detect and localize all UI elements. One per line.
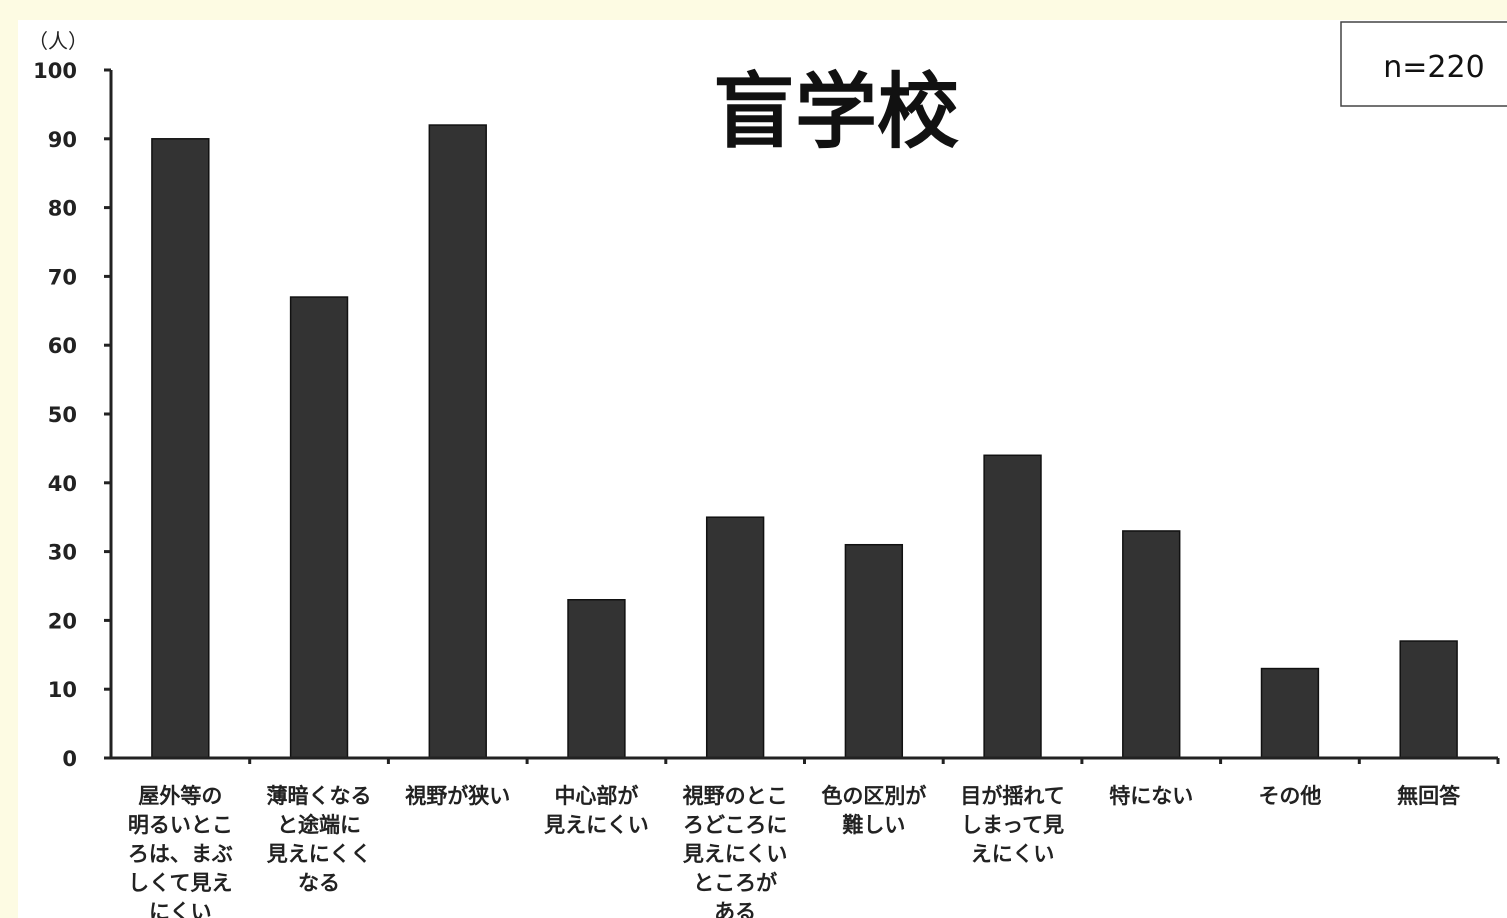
x-category-label-line: 屋外等の — [138, 784, 222, 808]
x-category-label-line: 難しい — [842, 813, 905, 837]
y-axis-unit-label: （人） — [28, 29, 88, 53]
bar — [567, 599, 626, 759]
bar — [1122, 530, 1181, 759]
y-tick-label: 90 — [48, 128, 77, 152]
x-category-label: 色の区別が難しい — [821, 784, 926, 837]
x-category-label-line: えにくい — [971, 842, 1055, 866]
bar — [1399, 640, 1458, 759]
x-category-label: 薄暗くなると途端に見えにくくなる — [267, 784, 372, 895]
x-category-label-line: ろは、まぶ — [128, 842, 233, 866]
x-category-label-line: にくい — [149, 900, 212, 918]
x-category-label-line: 色の区別が — [821, 784, 926, 808]
x-category-label-line: しくて見え — [128, 871, 232, 895]
x-category-label-line: 視野のとこ — [682, 784, 788, 808]
y-axis: 0 10 20 30 40 50 60 70 80 90 100 — [33, 59, 113, 771]
bar — [151, 138, 210, 759]
y-tick-label: 30 — [48, 541, 77, 565]
y-tick-label: 50 — [48, 403, 77, 427]
chart-panel — [18, 20, 1507, 918]
x-category-label-line: ろどころに — [683, 813, 787, 837]
y-tick-label: 10 — [48, 678, 77, 702]
x-category-label-line: 薄暗くなる — [267, 784, 372, 808]
x-category-label-line: 中心部が — [554, 784, 638, 808]
y-tick-label: 20 — [48, 609, 77, 633]
x-category-label-line: 無回答 — [1397, 784, 1461, 808]
bar — [844, 543, 904, 759]
x-category-label-line: 見えにくい — [544, 813, 649, 837]
x-category-label: その他 — [1258, 784, 1321, 808]
x-category-label: 屋外等の明るいところは、まぶしくて見えにくい — [128, 784, 233, 918]
y-tick-label: 100 — [33, 59, 77, 83]
y-tick-label: 70 — [48, 265, 77, 289]
chart-title: 盲学校 — [713, 65, 959, 160]
x-axis — [111, 756, 1500, 764]
bar — [1260, 667, 1320, 759]
x-category-label: 特にない — [1109, 784, 1193, 808]
x-axis-labels: 屋外等の明るいところは、まぶしくて見えにくい薄暗くなると途端に見えにくくなる視野… — [128, 784, 1461, 918]
y-tick-label: 0 — [62, 747, 77, 771]
x-category-label-line: ところが — [693, 871, 777, 895]
bar — [983, 454, 1042, 759]
x-category-label: 無回答 — [1397, 784, 1461, 808]
bar — [705, 516, 765, 759]
x-category-label-line: ある — [714, 900, 756, 918]
y-tick-label: 80 — [48, 197, 77, 221]
x-category-label: 視野が狭い — [404, 784, 510, 808]
x-category-label-line: 見えにくく — [267, 842, 372, 866]
x-category-label: 中心部が見えにくい — [544, 784, 649, 837]
sample-size-frame — [1340, 21, 1507, 107]
x-category-label-line: 見えにくい — [683, 842, 788, 866]
x-category-label-line: と途端に — [277, 813, 361, 837]
x-category-label: 視野のところどころに見えにくいところがある — [682, 784, 788, 918]
y-tick-label: 60 — [48, 334, 77, 358]
sample-size-box: n=220 — [1340, 21, 1507, 107]
x-category-label-line: しまって見 — [961, 813, 1064, 837]
bar — [289, 296, 349, 759]
x-category-label-line: 視野が狭い — [404, 784, 510, 808]
y-tick-label: 40 — [48, 472, 77, 496]
x-category-label-line: 目が揺れて — [960, 784, 1064, 808]
x-category-label: 目が揺れてしまって見えにくい — [960, 784, 1064, 866]
x-category-label-line: 明るいとこ — [128, 813, 233, 837]
x-category-label-line: なる — [298, 871, 340, 895]
sample-size-label: n=220 — [1383, 50, 1484, 85]
bar — [428, 124, 487, 759]
x-category-label-line: その他 — [1258, 784, 1321, 808]
bars — [151, 124, 1458, 759]
x-category-label-line: 特にない — [1109, 784, 1193, 808]
